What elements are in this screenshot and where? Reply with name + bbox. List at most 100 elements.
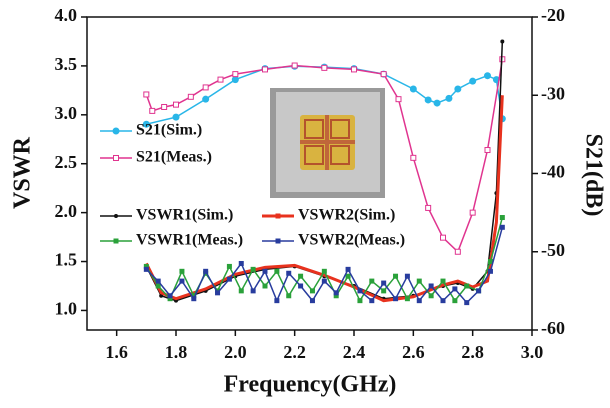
point: [369, 278, 375, 284]
point: [404, 273, 410, 279]
point: [309, 298, 315, 304]
point: [262, 283, 268, 289]
point: [333, 293, 339, 299]
point: [428, 293, 434, 299]
point: [217, 76, 224, 83]
point: [286, 270, 292, 276]
point: [452, 298, 458, 304]
point: [345, 266, 351, 272]
point: [469, 77, 477, 85]
point: [113, 238, 119, 244]
point: [380, 71, 387, 78]
x-tick-label: 1.8: [165, 342, 188, 362]
y-tick-label: 3.0: [55, 103, 78, 123]
point: [357, 288, 363, 294]
point: [250, 288, 256, 294]
point: [112, 127, 120, 135]
point: [298, 283, 304, 289]
series-line: [145, 217, 504, 303]
legend-label: VSWR2(Sim.): [298, 207, 395, 224]
point: [321, 278, 327, 284]
legend-label: VSWR2(Meas.): [298, 232, 405, 249]
point: [187, 93, 194, 100]
point: [321, 268, 327, 274]
point: [484, 72, 491, 80]
point: [155, 283, 161, 289]
point: [476, 288, 482, 294]
point: [440, 298, 446, 304]
point: [155, 278, 161, 284]
legend-label: VSWR1(Meas.): [136, 232, 243, 249]
point: [381, 288, 387, 294]
y-tick-label: 2.5: [55, 152, 78, 172]
point: [226, 276, 232, 282]
point: [499, 224, 505, 230]
point: [291, 62, 298, 69]
antenna-slot: [330, 119, 350, 139]
point: [487, 268, 493, 274]
point: [440, 278, 446, 284]
point: [232, 71, 239, 78]
point: [202, 95, 210, 103]
x-tick-label: 1.6: [105, 342, 128, 362]
y-tick-label: 3.5: [55, 54, 78, 74]
legend-label: S21(Meas.): [136, 149, 212, 166]
antenna-feed: [300, 115, 355, 170]
point: [345, 273, 351, 279]
x-axis-title: Frequency(GHz): [224, 372, 397, 398]
point: [203, 268, 209, 274]
antenna-slot: [304, 119, 324, 139]
antenna-slot: [330, 145, 350, 165]
point: [262, 268, 268, 274]
point: [262, 66, 268, 73]
y2-tick-label: -60: [541, 318, 565, 338]
point: [173, 101, 179, 108]
point: [143, 263, 149, 269]
y-tick-label: 1.5: [55, 250, 78, 270]
point: [333, 290, 339, 296]
point: [487, 259, 493, 265]
point: [274, 298, 280, 304]
point: [179, 278, 185, 284]
antenna-slot: [304, 145, 324, 165]
point: [484, 147, 491, 154]
x-tick-label: 2.0: [224, 342, 247, 362]
x-tick-label: 2.4: [343, 342, 366, 362]
point: [179, 268, 185, 274]
point: [357, 298, 363, 304]
point: [395, 96, 402, 103]
point: [143, 266, 149, 272]
point: [275, 213, 281, 219]
point: [114, 214, 118, 218]
point: [191, 293, 197, 299]
legend-label: S21(Sim.): [136, 122, 202, 139]
point: [250, 266, 256, 272]
point: [469, 209, 476, 216]
point: [231, 76, 239, 84]
y2-tick-label: -20: [541, 5, 565, 25]
point: [428, 283, 434, 289]
point: [464, 300, 470, 306]
point: [309, 288, 315, 294]
point: [286, 293, 292, 299]
point: [445, 94, 453, 102]
y2-tick-label: -50: [541, 240, 565, 260]
point: [149, 107, 156, 114]
point: [410, 154, 417, 161]
point: [425, 204, 432, 211]
point: [298, 273, 304, 279]
point: [369, 298, 375, 304]
y-tick-label: 2.0: [55, 201, 78, 221]
y-axis-title: VSWR: [10, 136, 36, 209]
x-tick-label: 2.8: [461, 342, 484, 362]
point: [452, 286, 458, 292]
y2-axis-title: S21(dB): [580, 134, 606, 217]
point: [351, 66, 357, 73]
point: [409, 85, 417, 93]
point: [215, 290, 221, 296]
y-tick-label: 1.0: [55, 299, 78, 319]
y-tick-label: 4.0: [55, 5, 78, 25]
x-tick-label: 3.0: [521, 342, 544, 362]
point: [433, 99, 441, 107]
